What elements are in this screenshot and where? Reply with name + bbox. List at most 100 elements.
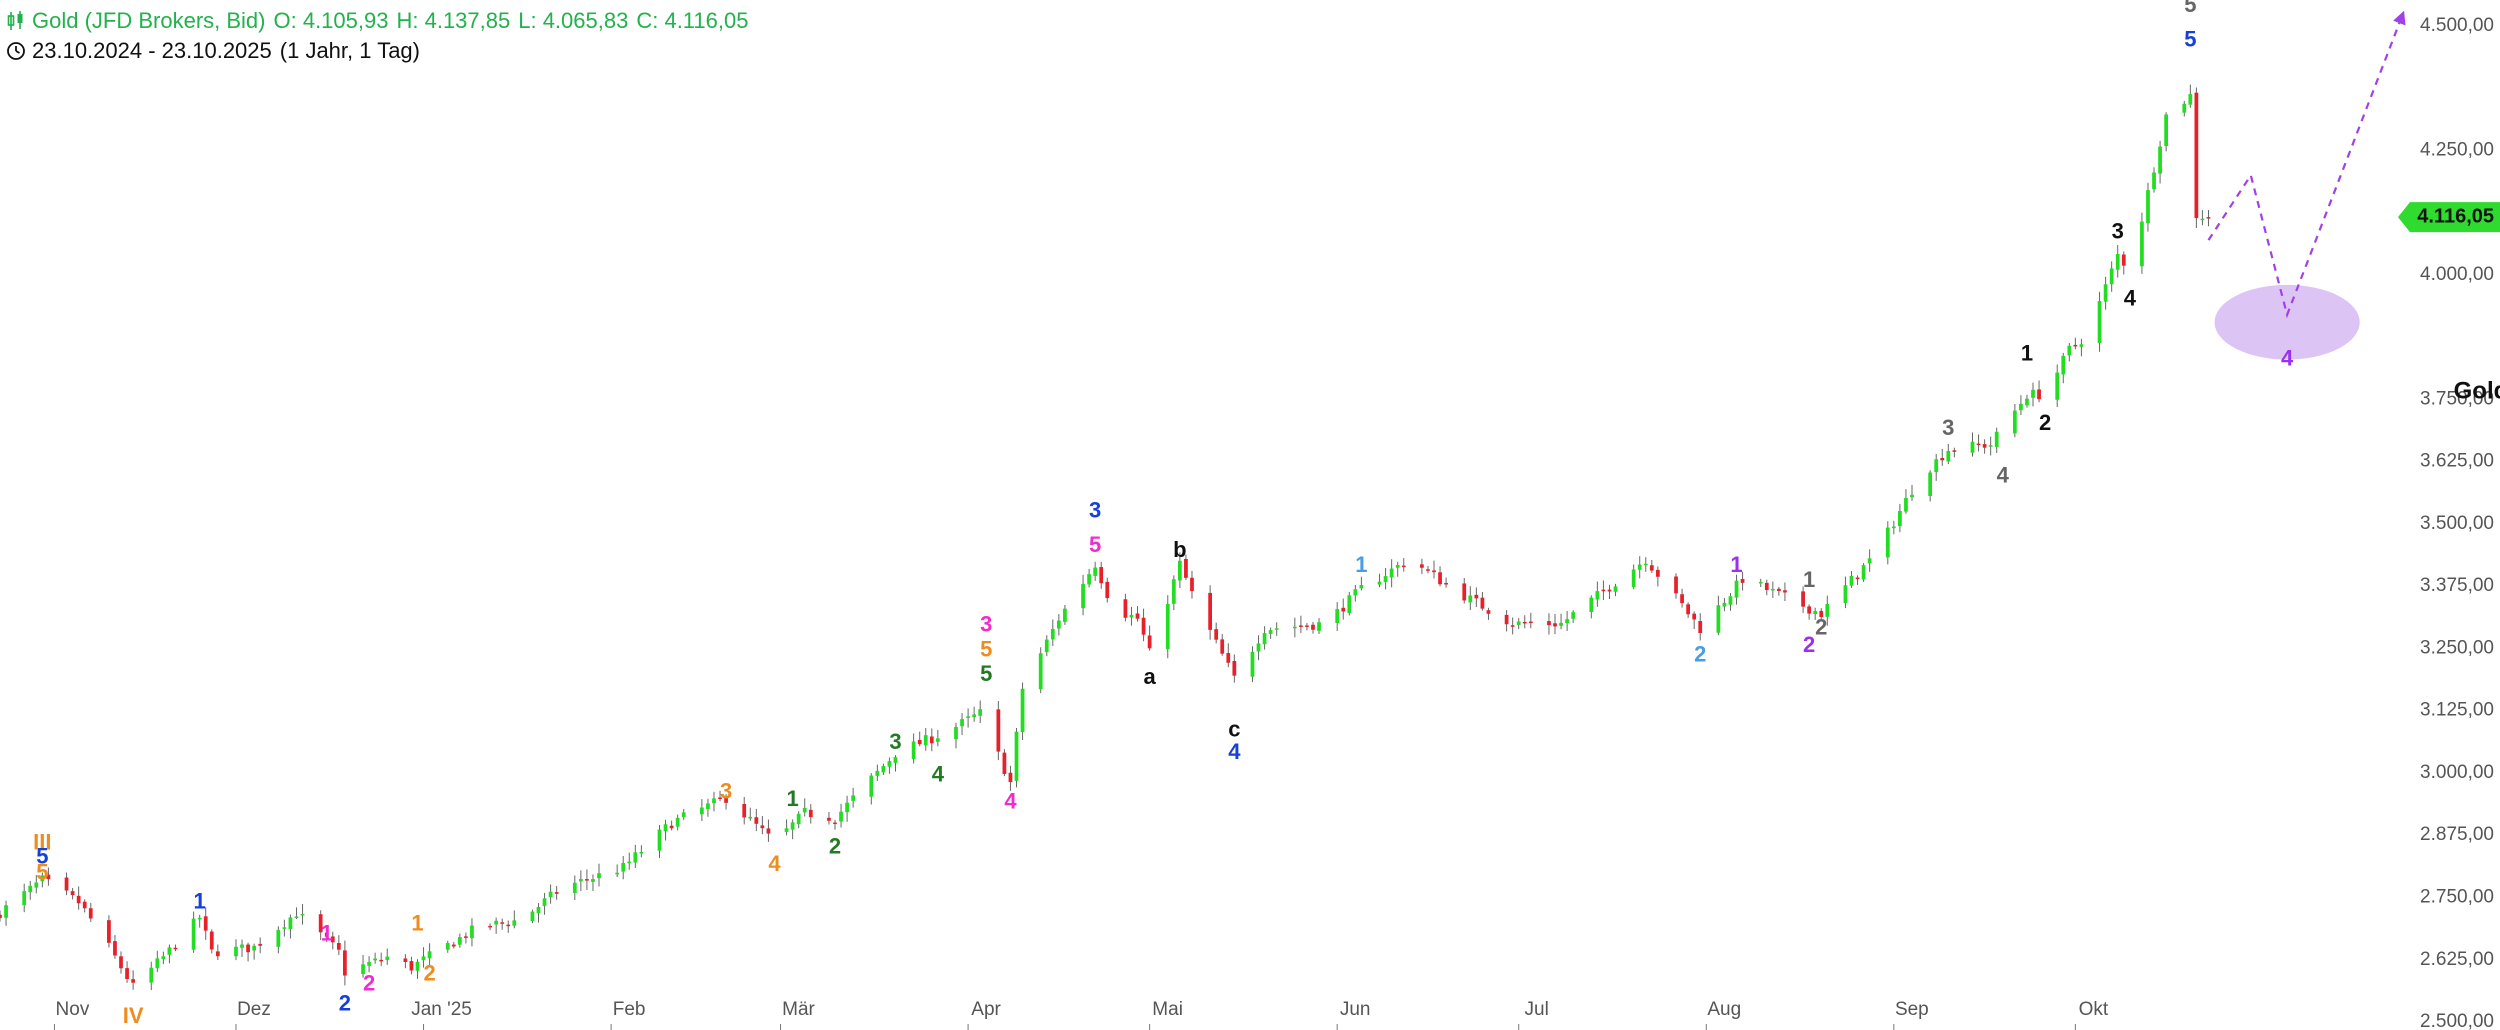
candle-down: [113, 941, 117, 956]
candle-up: [361, 964, 365, 975]
candle-up: [1165, 604, 1170, 650]
candle-down: [330, 936, 335, 943]
candle-up: [972, 714, 977, 718]
wave-label: 2: [423, 960, 435, 985]
candle-up: [923, 735, 928, 746]
candle-up: [2067, 345, 2072, 356]
wave-label: 1: [194, 888, 206, 913]
candle-down: [1184, 558, 1188, 578]
wave-label: c: [1228, 716, 1240, 741]
candle-down: [1474, 594, 1479, 599]
candle-up: [161, 956, 166, 960]
candle-up: [470, 925, 474, 939]
candle-down: [996, 709, 1001, 752]
candle-down: [1401, 565, 1406, 568]
candle-down: [2121, 254, 2126, 266]
candle-down: [1952, 450, 1957, 452]
range-line: 23.10.2024 - 23.10.2025 (1 Jahr, 1 Tag): [6, 36, 748, 66]
candle-down: [1674, 576, 1678, 594]
candle-up: [2188, 94, 2193, 105]
wave-label: 5: [980, 661, 992, 686]
candle-down: [1305, 625, 1309, 627]
candle-up: [415, 961, 420, 971]
candle-down: [1190, 577, 1194, 592]
candle-up: [197, 917, 202, 920]
candle-up: [2055, 372, 2060, 400]
y-tick-label: 2.875,00: [2420, 824, 2494, 845]
candle-up: [288, 917, 293, 930]
candle-up: [1129, 614, 1134, 618]
candle-up: [2164, 114, 2169, 147]
candle-up: [494, 920, 499, 925]
candle-down: [409, 961, 414, 971]
candle-up: [851, 795, 856, 801]
candle-down: [1226, 653, 1231, 663]
candle-up: [34, 882, 39, 888]
candle-up: [597, 873, 601, 879]
wave-label: 4: [1997, 462, 2010, 487]
candle-up: [1292, 626, 1297, 629]
candle-down: [742, 803, 747, 818]
candle-up: [796, 813, 801, 825]
candle-up: [1813, 611, 1818, 615]
wave-label: 3: [980, 611, 992, 636]
candle-up: [1885, 527, 1890, 558]
candle-down: [827, 817, 831, 821]
candle-down: [833, 822, 837, 825]
candle-up: [1637, 564, 1642, 570]
interval-label: (1 Jahr, 1 Tag): [279, 38, 420, 63]
projection-path: [2207, 10, 2406, 319]
candle-down: [125, 968, 129, 980]
y-tick-label: 2.750,00: [2420, 887, 2494, 908]
wave-label: 5: [36, 843, 48, 868]
candle-up: [1395, 564, 1400, 568]
wave-label: 1: [321, 921, 333, 946]
candle-up: [954, 726, 958, 740]
candle-down: [1426, 569, 1430, 571]
candle-up: [282, 927, 287, 929]
candle-up: [875, 770, 880, 776]
high-value: H: 4.137,85: [396, 8, 511, 33]
candle-up: [1171, 579, 1176, 604]
candle-down: [718, 797, 722, 799]
ohlc-line: Gold (JFD Brokers, Bid) O: 4.105,93 H: 4…: [6, 6, 748, 36]
candle-up: [1359, 585, 1364, 589]
candle-up: [1928, 472, 1933, 496]
candle-down: [119, 956, 123, 969]
candle-down: [1601, 589, 1606, 592]
candle-down: [1807, 606, 1812, 614]
candle-down: [724, 797, 728, 803]
candle-down: [1141, 617, 1146, 635]
candle-up: [911, 741, 916, 759]
candle-down: [1819, 610, 1824, 618]
candle-down: [1692, 613, 1697, 620]
candle-up: [40, 875, 45, 882]
candle-up: [748, 816, 753, 819]
y-tick-label: 3.625,00: [2420, 451, 2494, 472]
wave-label: 5: [2184, 27, 2196, 52]
candle-down: [754, 817, 759, 824]
candle-down: [1783, 590, 1787, 593]
candle-up: [1559, 622, 1563, 626]
candle-down: [917, 739, 922, 745]
candlestick-icon[interactable]: [6, 10, 26, 32]
candle-down: [1444, 582, 1448, 585]
candle-up: [572, 882, 577, 893]
candle-up: [1274, 628, 1279, 630]
wave-label: 1: [1730, 552, 1742, 577]
annotations-layer: Gold - 1y: [2454, 377, 2500, 404]
candle-down: [258, 943, 263, 946]
x-axis: Nov Dez Jan '25 Feb Mär Apr Mai Jun Jul Aug Sep Okt: [53, 999, 2109, 1030]
candle-up: [385, 956, 390, 960]
wave-label: 4: [2281, 345, 2294, 370]
close-value: C: 4.116,05: [636, 8, 749, 33]
candle-up: [1867, 558, 1872, 564]
candle-up: [578, 879, 583, 882]
wave-label: 2: [1815, 614, 1827, 639]
candle-up: [234, 946, 238, 957]
candle-down: [585, 879, 589, 881]
candle-down: [1777, 588, 1781, 591]
candle-up: [512, 920, 517, 926]
wave-label: 1: [1803, 567, 1815, 592]
